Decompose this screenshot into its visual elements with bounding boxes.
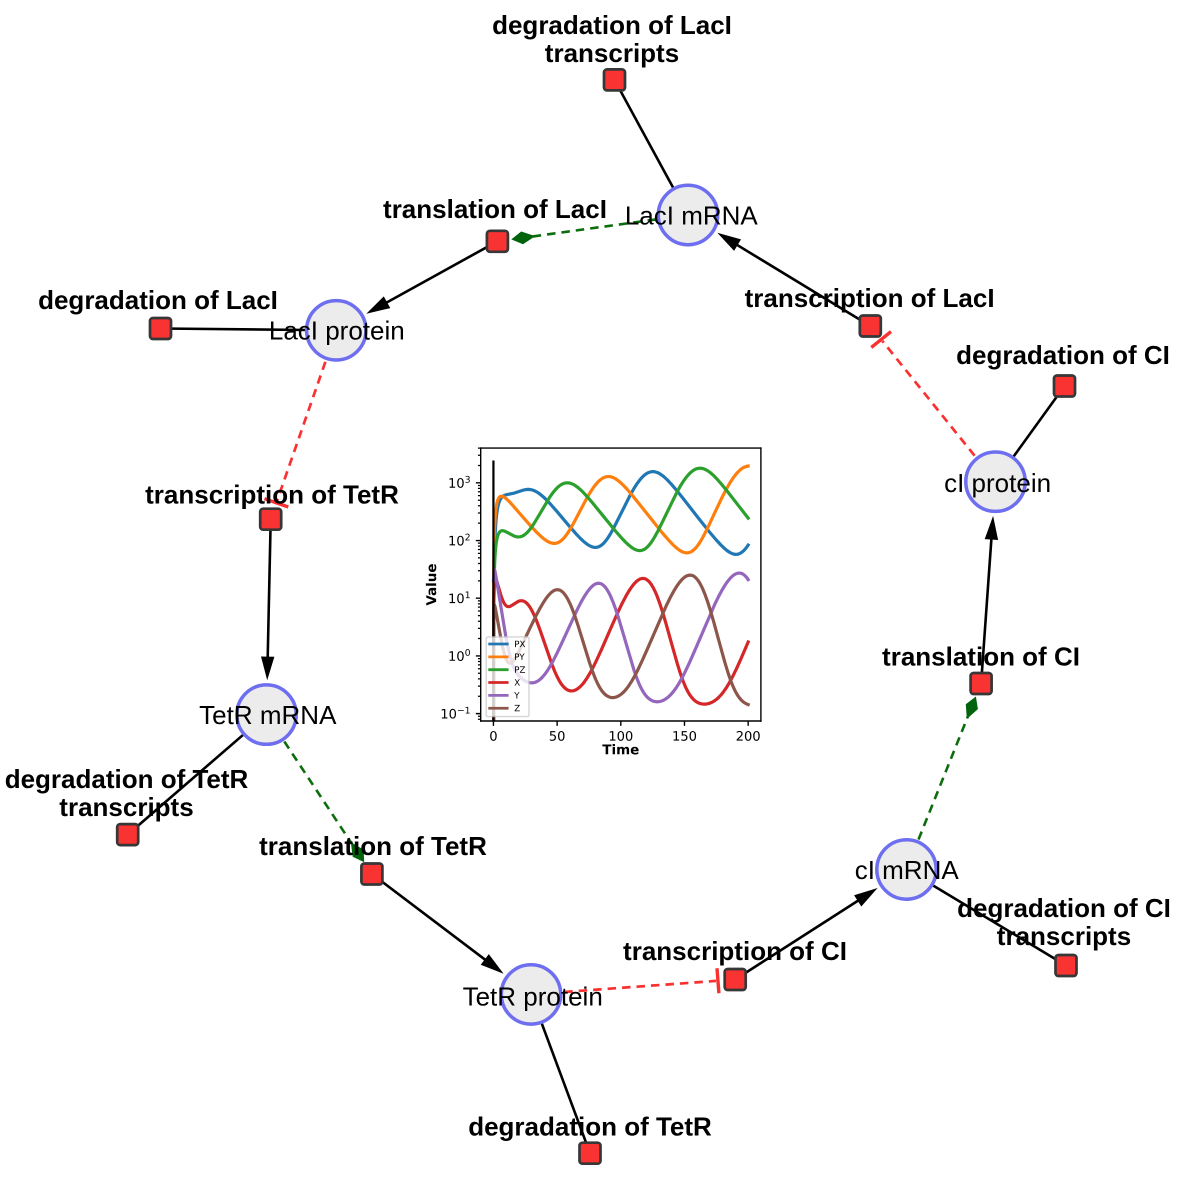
svg-text:degradation of CI: degradation of CI [957,893,1171,923]
svg-text:TetR protein: TetR protein [463,982,603,1012]
svg-text:transcripts: transcripts [59,792,193,822]
svg-text:cI protein: cI protein [944,468,1051,498]
svg-text:degradation of CI: degradation of CI [956,340,1170,370]
svg-text:degradation of TetR: degradation of TetR [468,1112,712,1142]
svg-text:LacI mRNA: LacI mRNA [625,200,759,230]
svg-text:LacI protein: LacI protein [269,316,405,346]
svg-text:degradation of TetR: degradation of TetR [5,764,249,794]
svg-text:degradation of LacI: degradation of LacI [492,10,732,40]
svg-text:transcripts: transcripts [997,921,1131,951]
svg-text:transcription of CI: transcription of CI [623,936,847,966]
svg-text:translation of TetR: translation of TetR [259,831,487,861]
svg-text:degradation of LacI: degradation of LacI [38,285,278,315]
svg-text:translation of CI: translation of CI [882,641,1080,671]
svg-text:translation of LacI: translation of LacI [383,194,607,224]
svg-text:transcription of TetR: transcription of TetR [145,479,399,509]
svg-text:cI mRNA: cI mRNA [855,855,960,885]
svg-text:transcripts: transcripts [545,38,679,68]
svg-text:transcription of LacI: transcription of LacI [745,283,995,313]
svg-text:TetR mRNA: TetR mRNA [199,700,337,730]
